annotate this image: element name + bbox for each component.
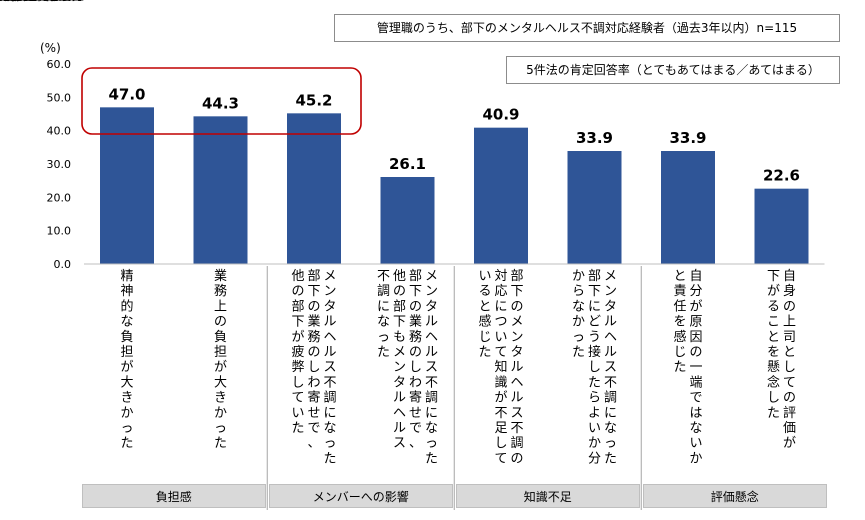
bar-value-label: 33.9 xyxy=(576,129,613,147)
method-note: 5件法の肯定回答率（とてもあてはまる／あてはまる） xyxy=(506,56,840,84)
bar xyxy=(100,107,154,264)
bar-value-label: 47.0 xyxy=(108,85,145,103)
y-tick-label: 40.0 xyxy=(47,125,72,138)
bar-value-label: 44.3 xyxy=(202,94,239,112)
y-axis-ticks: 60.0 50.0 40.0 30.0 20.0 10.0 0.0 xyxy=(47,58,72,271)
bar-value-label: 40.9 xyxy=(482,106,519,124)
bar xyxy=(287,113,341,264)
bar-value-label: 22.6 xyxy=(763,167,800,185)
y-tick-label: 60.0 xyxy=(47,58,72,71)
group-label: 評価懸念 xyxy=(643,484,827,508)
category-label: 部下のメンタルヘルス不調の部下のメンタルヘルス不調の対応について知識が不足して対… xyxy=(0,0,524,466)
bars xyxy=(84,107,825,265)
y-tick-label: 20.0 xyxy=(47,191,72,204)
bar-value-label: 33.9 xyxy=(669,129,706,147)
group-label: 知識不足 xyxy=(456,484,640,508)
highlight-frame xyxy=(81,67,362,135)
y-tick-label: 0.0 xyxy=(54,258,72,271)
sample-note: 管理職のうち、部下のメンタルヘルス不調対応経験者（過去3年以内）n=115 xyxy=(334,14,840,42)
y-tick-label: 30.0 xyxy=(47,158,72,171)
bar xyxy=(661,151,715,264)
value-labels: 47.0 44.3 45.2 26.1 40.9 33.9 33.9 22.6 xyxy=(108,85,800,184)
bar xyxy=(754,188,809,264)
bar xyxy=(380,177,435,264)
bar-value-label: 26.1 xyxy=(389,155,426,173)
group-label: 負担感 xyxy=(82,484,266,508)
bar xyxy=(474,127,528,265)
bar xyxy=(567,151,622,264)
group-label: メンバーへの影響 xyxy=(269,484,453,508)
y-tick-label: 50.0 xyxy=(47,91,72,104)
y-unit-label: (%) xyxy=(40,41,61,55)
category-label-column: 部下のメンタルヘルス不調の部下のメンタルヘルス不調の xyxy=(0,0,524,466)
y-tick-label: 10.0 xyxy=(47,225,72,238)
group-separators xyxy=(266,266,642,510)
bar xyxy=(193,116,248,264)
bar-value-label: 45.2 xyxy=(295,91,332,109)
